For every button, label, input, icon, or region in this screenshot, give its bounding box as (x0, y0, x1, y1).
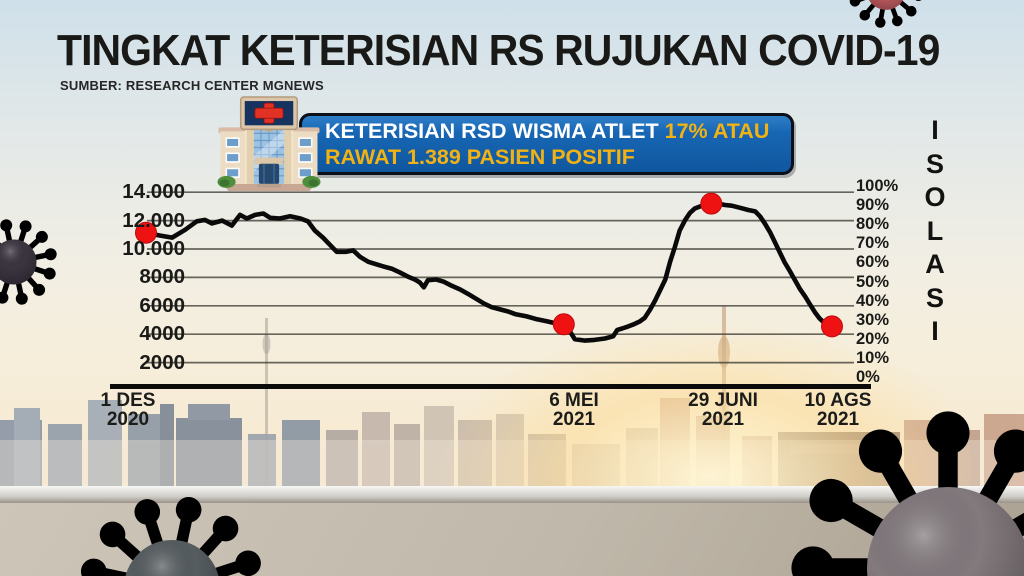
right-axis-title-isolasi: I S O L A S I (919, 114, 951, 349)
x-tick-line2: 2021 (816, 408, 860, 430)
left-axis-tick: 10.000 (122, 237, 185, 260)
right-axis-tick: 40% (856, 291, 890, 310)
isolasi-letter: S (925, 148, 944, 179)
virus-bottom-right (791, 411, 1024, 576)
right-axis-tick: 100% (856, 177, 899, 195)
right-axis-tick: 20% (856, 329, 890, 348)
x-tick-line2: 2020 (106, 408, 150, 430)
banner-line2: RAWAT 1.389 PASIEN POSITIF (325, 145, 635, 169)
right-axis-tick: 60% (856, 253, 890, 272)
red-cross-icon (254, 102, 284, 124)
x-tick-line1: 1 DES (100, 390, 156, 411)
left-axis-tick: 8000 (139, 265, 185, 289)
banner-text-main: KETERISIAN RSD WISMA ATLET (325, 119, 665, 143)
left-axis-tick: 12.000 (122, 208, 185, 232)
x-tick-line1: 29 JUNI (688, 390, 758, 411)
virus-bottom-left (62, 478, 282, 576)
right-axis-tick: 30% (856, 310, 890, 329)
x-axis-tick: 6 MEI 2021 (549, 390, 599, 430)
source-label: SUMBER: RESEARCH CENTER MGNEWS (60, 78, 324, 93)
banner-text-highlight: 17% ATAU (664, 119, 770, 143)
isolasi-letter: L (926, 215, 944, 246)
left-axis-tick: 4000 (139, 322, 185, 346)
x-axis-tick: 1 DES 2020 (100, 390, 156, 430)
rooftop-ledge-pipe (0, 486, 1024, 503)
x-tick-line1: 6 MEI (549, 390, 599, 411)
left-axis-tick: 2000 (139, 350, 185, 374)
x-axis-tick: 10 AGS 2021 (804, 390, 872, 430)
right-axis-tick: 70% (856, 234, 890, 253)
left-axis-tick: 6000 (139, 293, 185, 317)
isolasi-letter: O (924, 182, 946, 212)
right-axis-tick: 0% (856, 368, 880, 386)
hospital-icon (217, 96, 321, 191)
x-tick-line1: 10 AGS (804, 390, 872, 411)
banner-line1: KETERISIAN RSD WISMA ATLET 17% ATAU (325, 118, 791, 144)
right-axis-tick: 80% (856, 215, 890, 234)
left-axis-tick: 14.000 (122, 180, 185, 204)
callout-banner: KETERISIAN RSD WISMA ATLET 17% ATAU RAWA… (299, 113, 794, 175)
right-axis-tick: 90% (856, 196, 890, 215)
wing-windows (225, 137, 313, 178)
right-axis-tick: 10% (856, 348, 890, 367)
isolasi-letter: S (925, 282, 944, 313)
right-axis-tick: 50% (856, 272, 890, 291)
x-tick-line2: 2021 (701, 408, 745, 430)
x-tick-line2: 2021 (552, 408, 596, 430)
isolasi-letter: I (931, 316, 939, 346)
isolasi-letter: I (931, 115, 939, 145)
page-title: TINGKAT KETERISIAN RS RUJUKAN COVID-19 (57, 26, 940, 75)
virus-left-middle (0, 207, 69, 317)
x-axis-tick: 29 JUNI 2021 (688, 390, 758, 430)
isolasi-letter: A (925, 249, 945, 279)
